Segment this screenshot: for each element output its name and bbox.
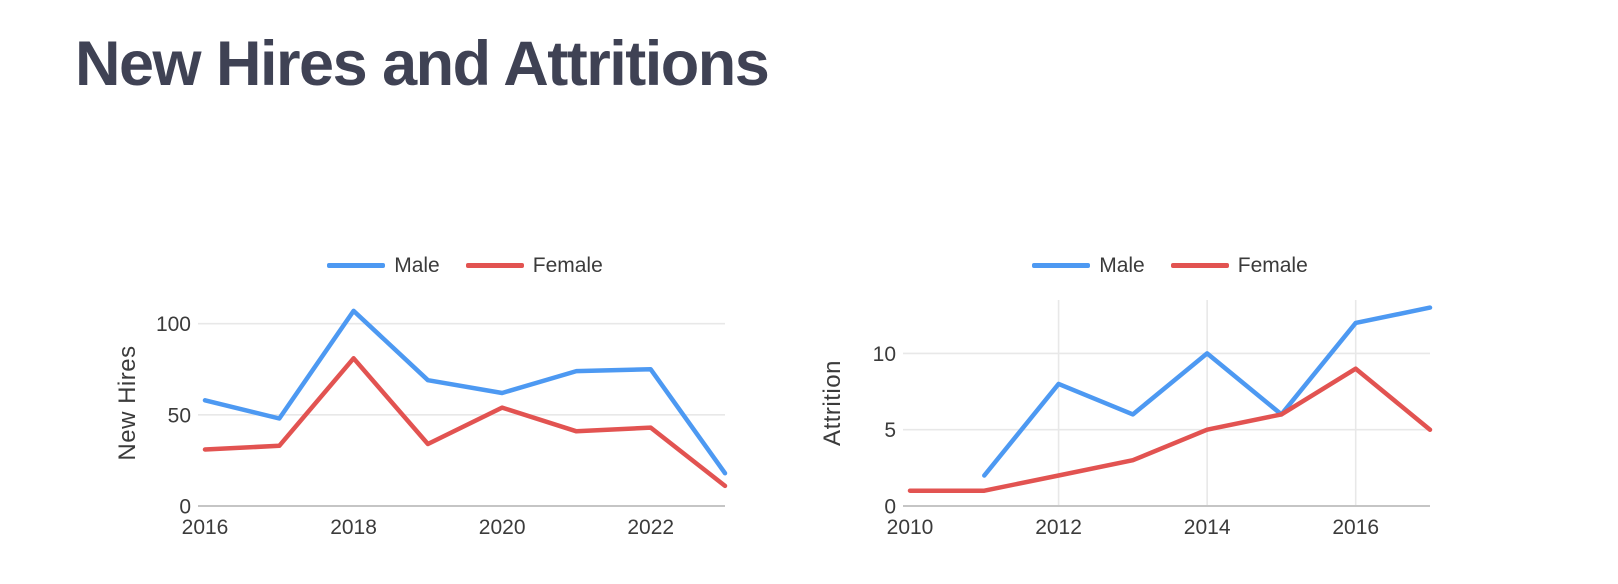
y-tick-label-0: 0 <box>179 496 191 519</box>
legend-item-male[interactable]: Male <box>1032 255 1145 276</box>
series-line-female <box>907 366 1433 493</box>
legend-label: Female <box>1237 253 1308 277</box>
y-axis-title-new-hires: New Hires <box>114 345 141 460</box>
y-axis-title-attrition: Attrition <box>819 360 846 446</box>
attrition-legend: Male Female <box>910 248 1430 282</box>
attrition-plot: 0 5 10 2010 2012 2014 2016 Attrition <box>819 300 1433 539</box>
x-tick-label-2016: 2016 <box>1332 516 1379 539</box>
male-line-swatch-icon <box>327 262 386 268</box>
x-tick-label-2012: 2012 <box>1035 516 1082 539</box>
legend-label: Male <box>1099 253 1145 277</box>
y-tick-label-5: 5 <box>884 419 896 442</box>
new-hires-chart: Male Female 0 50 100 2016 2018 2020 2022 New Hir… <box>105 248 765 558</box>
series-line-male <box>202 308 728 476</box>
x-tick-label-2014: 2014 <box>1184 516 1231 539</box>
y-tick-label-50: 50 <box>168 404 191 427</box>
legend-label: Male <box>394 253 440 277</box>
legend-label: Female <box>532 253 603 277</box>
x-tick-label-2018: 2018 <box>330 516 377 539</box>
new-hires-legend: Male Female <box>205 248 725 282</box>
female-line-swatch-icon <box>1170 262 1229 268</box>
new-hires-plot: 0 50 100 2016 2018 2020 2022 New Hires <box>114 308 728 539</box>
attrition-chart: Male Female 0 5 10 2010 2012 2014 2016 Attrition <box>810 248 1470 558</box>
page-title: New Hires and Attritions <box>75 29 770 99</box>
legend-item-female[interactable]: Female <box>1170 253 1308 277</box>
legend-item-male[interactable]: Male <box>327 255 440 276</box>
x-tick-label-2016: 2016 <box>182 516 229 539</box>
series-line-male <box>982 305 1433 478</box>
male-line-swatch-icon <box>1032 262 1091 268</box>
y-tick-label-10: 10 <box>873 343 896 366</box>
series-line-female <box>202 356 728 489</box>
x-tick-label-2022: 2022 <box>627 516 674 539</box>
y-tick-label-100: 100 <box>156 313 191 336</box>
x-tick-label-2010: 2010 <box>887 516 934 539</box>
x-tick-label-2020: 2020 <box>479 516 526 539</box>
legend-item-female[interactable]: Female <box>465 253 603 277</box>
female-line-swatch-icon <box>465 262 524 268</box>
y-tick-label-0: 0 <box>884 496 896 519</box>
